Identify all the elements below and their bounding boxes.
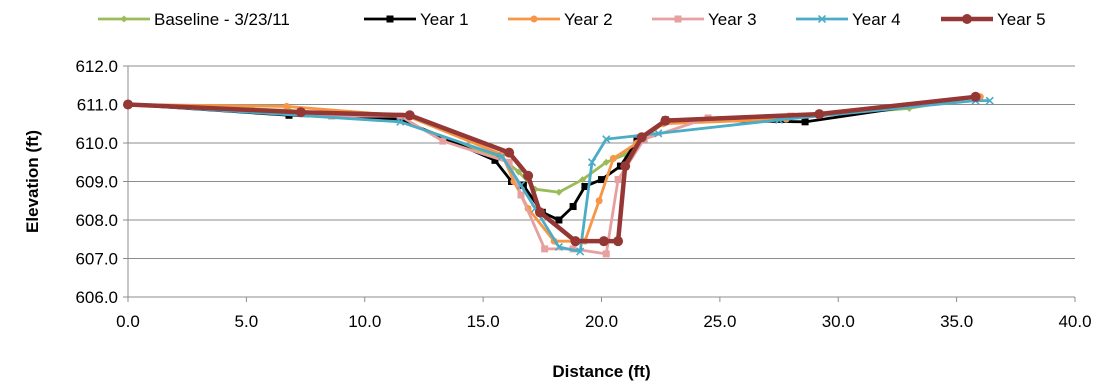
circle-marker xyxy=(534,207,545,218)
legend-entry: Year 5 xyxy=(941,10,1046,29)
circle-marker xyxy=(283,102,291,110)
x-tick-label: 5.0 xyxy=(235,312,259,331)
x-tick-label: 35.0 xyxy=(940,312,973,331)
x-tick-label: 10.0 xyxy=(348,312,381,331)
circle-marker xyxy=(123,99,133,110)
square-marker xyxy=(328,112,336,120)
legend-entry: Baseline - 3/23/11 xyxy=(98,10,290,29)
legend-label: Year 4 xyxy=(852,10,901,29)
circle-marker xyxy=(609,154,617,162)
legend-label: Year 5 xyxy=(997,10,1046,29)
x-marker-stroke xyxy=(587,158,597,167)
square-marker xyxy=(614,176,622,184)
square-marker xyxy=(555,216,563,224)
y-tick-label: 608.0 xyxy=(75,211,118,230)
x-marker-stroke xyxy=(602,135,611,144)
legend-entry: Year 1 xyxy=(364,10,469,29)
y-axis: 606.0 607.0 608.0 609.0 610.0 611.0 612.0 xyxy=(75,57,129,307)
x-marker xyxy=(497,152,507,161)
square-marker xyxy=(569,203,577,211)
x-tick-label: 40.0 xyxy=(1058,312,1091,331)
x-marker-stroke xyxy=(576,247,585,256)
square-marker xyxy=(439,137,447,145)
x-tick-label: 30.0 xyxy=(822,312,855,331)
circle-marker xyxy=(613,236,624,247)
y-tick-label: 612.0 xyxy=(75,57,118,76)
x-marker-stroke xyxy=(554,242,563,252)
x-marker xyxy=(576,247,585,256)
circle-marker xyxy=(660,115,671,126)
x-marker xyxy=(654,129,663,138)
y-tick-label: 611.0 xyxy=(77,96,118,115)
x-marker-stroke xyxy=(817,14,827,24)
data-series xyxy=(123,91,994,258)
square-marker xyxy=(517,191,525,199)
series-line xyxy=(127,95,976,256)
square-marker xyxy=(541,245,549,253)
square-marker xyxy=(386,15,394,23)
diamond-marker xyxy=(120,15,128,23)
circle-marker xyxy=(598,236,609,247)
diamond-marker xyxy=(555,188,563,196)
circle-marker xyxy=(636,132,647,143)
square-marker xyxy=(519,181,527,189)
x-marker xyxy=(817,14,827,24)
chart-legend: Baseline - 3/23/11 Year 1 Year 2 Year 3 Year… xyxy=(98,10,1046,29)
series-6 xyxy=(123,91,981,247)
x-tick-label: 20.0 xyxy=(585,312,618,331)
square-marker xyxy=(801,118,809,126)
legend-entry: Year 3 xyxy=(652,10,757,29)
x-axis-title: Distance (ft) xyxy=(552,362,650,381)
x-marker-stroke xyxy=(516,181,526,190)
circle-marker xyxy=(530,15,538,23)
x-marker xyxy=(516,181,526,190)
x-marker-stroke xyxy=(985,96,994,105)
x-tick-label: 15.0 xyxy=(467,312,500,331)
x-marker xyxy=(985,96,994,105)
x-tick-label: 25.0 xyxy=(703,312,736,331)
square-marker xyxy=(602,250,610,258)
y-axis-title: Elevation (ft) xyxy=(23,130,42,233)
square-marker xyxy=(581,183,589,191)
circle-marker xyxy=(962,14,972,24)
circle-marker xyxy=(404,110,415,121)
diamond-marker xyxy=(602,158,610,166)
square-marker xyxy=(674,15,682,23)
x-marker-stroke xyxy=(396,117,405,126)
circle-marker xyxy=(970,91,981,102)
x-marker xyxy=(587,158,597,167)
y-tick-label: 607.0 xyxy=(75,250,118,269)
x-marker xyxy=(554,242,563,252)
y-tick-label: 610.0 xyxy=(75,134,118,153)
x-marker xyxy=(602,135,611,144)
circle-marker xyxy=(504,147,515,158)
legend-label: Year 1 xyxy=(420,10,469,29)
x-marker xyxy=(396,117,405,126)
series-5 xyxy=(123,96,994,256)
legend-label: Year 2 xyxy=(564,10,613,29)
x-axis: 0.0 5.0 10.0 15.0 20.0 25.0 30.0 35.0 40.0 xyxy=(116,296,1092,331)
legend-entry: Year 2 xyxy=(508,10,613,29)
square-marker xyxy=(505,158,513,166)
x-marker-stroke xyxy=(497,152,507,161)
circle-marker xyxy=(620,161,631,172)
y-tick-label: 606.0 xyxy=(75,288,118,307)
diamond-marker xyxy=(579,176,587,184)
y-tick-label: 609.0 xyxy=(75,173,118,192)
circle-marker xyxy=(523,170,534,181)
circle-marker xyxy=(295,107,306,118)
circle-marker xyxy=(595,197,603,205)
x-marker-stroke xyxy=(654,129,663,138)
square-marker xyxy=(491,156,499,164)
square-marker xyxy=(598,176,605,184)
x-tick-label: 0.0 xyxy=(116,312,140,331)
diamond-marker xyxy=(515,168,523,176)
legend-label: Baseline - 3/23/11 xyxy=(154,10,290,29)
series-line xyxy=(127,95,976,222)
legend-entry: Year 4 xyxy=(796,10,901,29)
legend-label: Year 3 xyxy=(708,10,757,29)
circle-marker xyxy=(570,236,581,247)
circle-marker xyxy=(814,109,825,120)
